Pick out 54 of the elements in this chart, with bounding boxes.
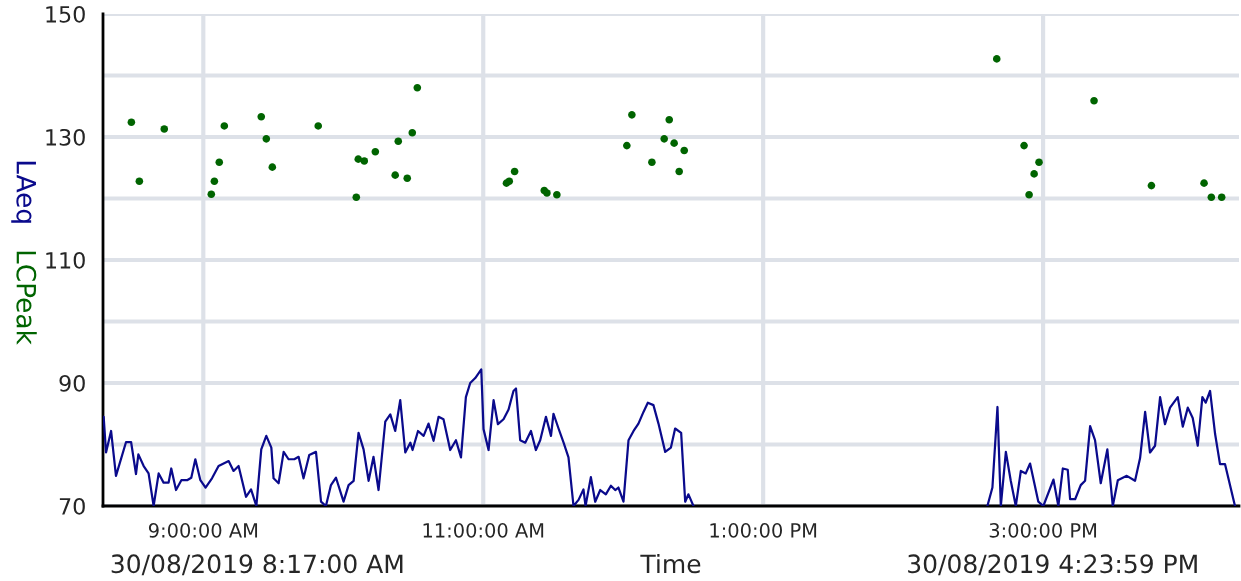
text: LAeq xyxy=(11,161,36,223)
point xyxy=(1020,141,1028,150)
point xyxy=(360,157,369,165)
point xyxy=(268,163,277,171)
point xyxy=(354,155,363,163)
point xyxy=(680,146,689,155)
point xyxy=(210,177,219,186)
y-tick-label: 150 xyxy=(46,5,85,23)
point xyxy=(675,167,683,176)
text: LCPeak xyxy=(16,251,37,345)
point xyxy=(262,135,271,143)
point xyxy=(160,125,169,133)
point xyxy=(403,174,412,183)
text: 30/08/2019 8:17:00 AM xyxy=(111,554,403,576)
point xyxy=(1030,170,1038,178)
point xyxy=(215,158,224,167)
point xyxy=(1035,158,1043,167)
point xyxy=(992,55,1001,63)
text: 30/08/2019 4:23:59 PM xyxy=(908,554,1197,576)
point xyxy=(314,122,323,130)
point xyxy=(623,141,631,150)
point xyxy=(1207,193,1216,202)
y-tick-label: 130 xyxy=(46,128,85,146)
x-axis-title: Time xyxy=(640,553,701,574)
point xyxy=(127,118,136,127)
point xyxy=(510,167,519,176)
point xyxy=(352,193,361,202)
point xyxy=(1090,96,1098,105)
point xyxy=(220,122,229,130)
point xyxy=(413,84,422,92)
point xyxy=(257,112,266,121)
point xyxy=(1200,179,1208,187)
point xyxy=(408,128,417,137)
y-tick-label: 90 xyxy=(59,374,85,392)
point xyxy=(135,177,144,186)
point xyxy=(670,139,678,147)
y-tick-label: 110 xyxy=(46,251,85,269)
point xyxy=(648,158,656,167)
point xyxy=(371,147,380,156)
point xyxy=(1147,181,1156,190)
x-tick-label: 1:00:00 PM xyxy=(710,523,817,538)
point xyxy=(1025,191,1033,199)
x-tick-label: 9:00:00 AM xyxy=(148,523,258,538)
point xyxy=(660,135,669,143)
x-tick-label: 3:00:00 PM xyxy=(989,523,1097,538)
point xyxy=(553,191,561,199)
x-tick-label: 11:00:00 AM xyxy=(423,523,544,538)
point xyxy=(665,115,674,124)
y-tick-label: 70 xyxy=(59,497,85,515)
point xyxy=(391,171,400,179)
point xyxy=(628,111,636,119)
point xyxy=(207,190,216,198)
point xyxy=(394,137,403,146)
point xyxy=(1217,193,1226,202)
